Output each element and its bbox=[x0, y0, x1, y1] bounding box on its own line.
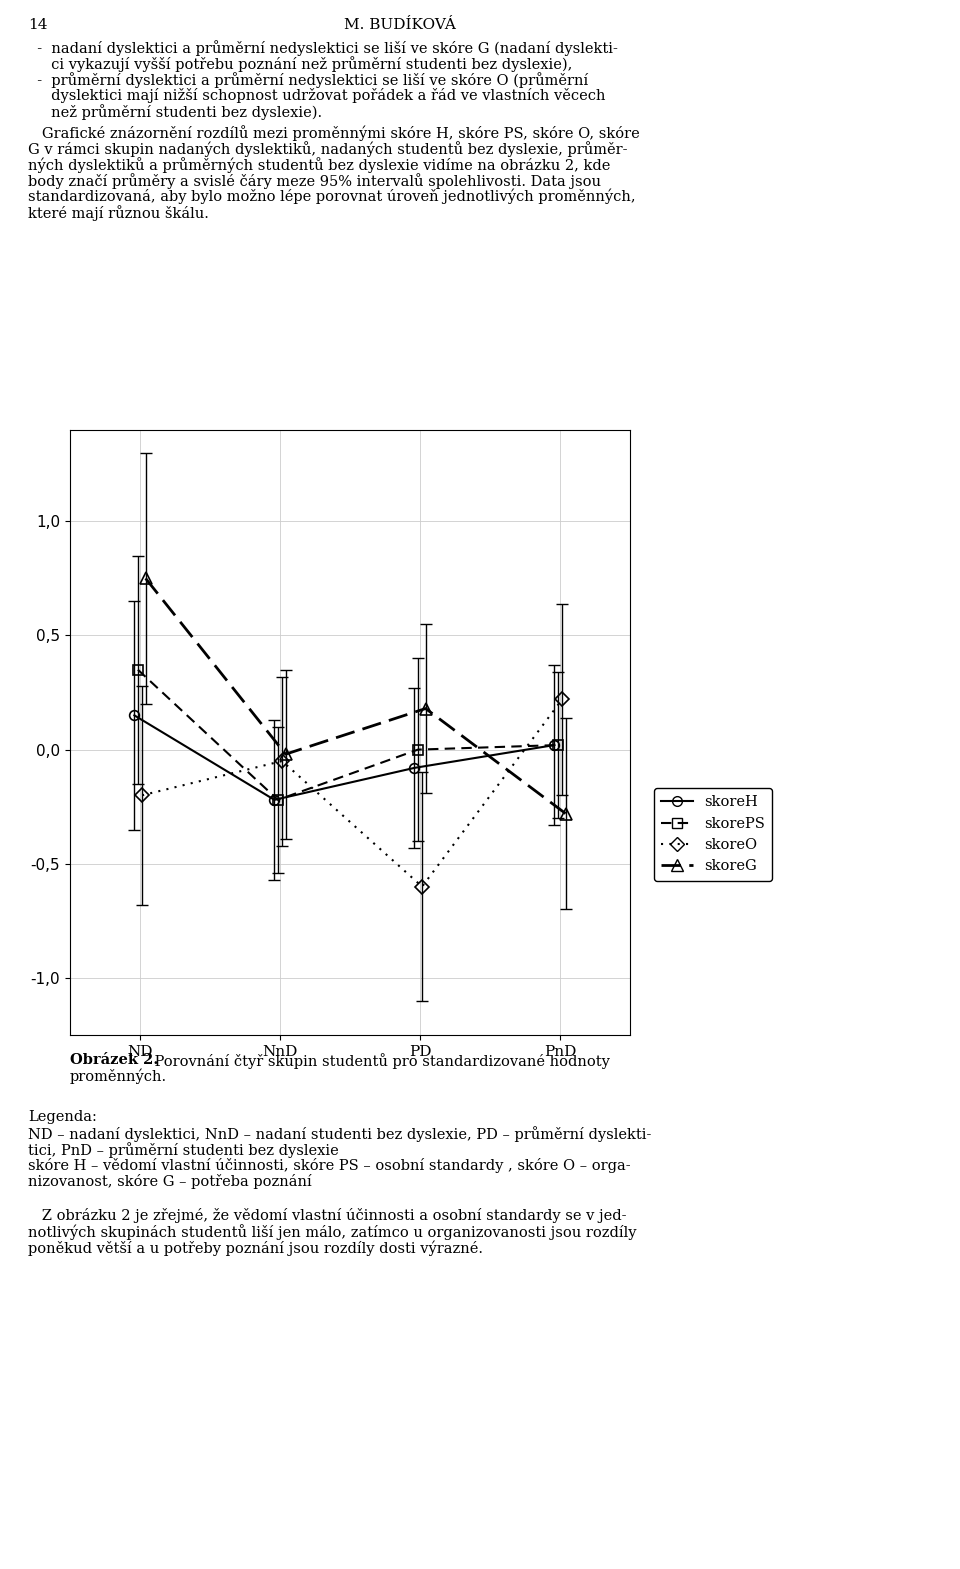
Text: skóre H – vědomí vlastní účinnosti, skóre PS – osobní standardy , skóre O – orga: skóre H – vědomí vlastní účinnosti, skór… bbox=[28, 1158, 631, 1174]
skoreO bbox=[276, 752, 288, 770]
Text: Legenda:: Legenda: bbox=[28, 1109, 97, 1123]
skorePS bbox=[412, 741, 423, 759]
skoreO bbox=[136, 786, 148, 805]
Text: body značí průměry a svislé čáry meze 95% intervalů spolehlivosti. Data jsou: body značí průměry a svislé čáry meze 95… bbox=[28, 173, 601, 188]
Line: skoreG: skoreG bbox=[140, 573, 571, 819]
Text: dyslektici mají nižší schopnost udržovat pořádek a řád ve vlastních věcech: dyslektici mají nižší schopnost udržovat… bbox=[28, 88, 606, 104]
skoreO bbox=[417, 877, 428, 896]
skoreG bbox=[420, 700, 431, 719]
Text: -  průměrní dyslektici a průměrní nedyslektici se liší ve skóre O (průměrní: - průměrní dyslektici a průměrní nedysle… bbox=[28, 72, 588, 88]
Text: Obrázek 2.: Obrázek 2. bbox=[70, 1053, 158, 1067]
skoreG bbox=[140, 570, 152, 588]
Text: tici, PnD – průměrní studenti bez dyslexie: tici, PnD – průměrní studenti bez dyslex… bbox=[28, 1142, 339, 1158]
skoreH bbox=[549, 736, 561, 755]
Text: ných dyslektiků a průměrných studentů bez dyslexie vidíme na obrázku 2, kde: ných dyslektiků a průměrných studentů be… bbox=[28, 157, 611, 173]
Text: ND – nadaní dyslektici, NnD – nadaní studenti bez dyslexie, PD – průměrní dyslek: ND – nadaní dyslektici, NnD – nadaní stu… bbox=[28, 1127, 652, 1142]
Text: G v rámci skupin nadaných dyslektiků, nadaných studentů bez dyslexie, průměr-: G v rámci skupin nadaných dyslektiků, na… bbox=[28, 141, 628, 157]
Line: skoreO: skoreO bbox=[137, 695, 567, 891]
Legend: skoreH, skorePS, skoreO, skoreG: skoreH, skorePS, skoreO, skoreG bbox=[654, 788, 772, 880]
Text: standardizovaná, aby bylo možno lépe porovnat úroveň jednotlivých proměnných,: standardizovaná, aby bylo možno lépe por… bbox=[28, 188, 636, 204]
Text: proměnných.: proměnných. bbox=[70, 1068, 167, 1084]
skoreH bbox=[129, 706, 140, 725]
Text: M. BUDÍKOVÁ: M. BUDÍKOVÁ bbox=[344, 17, 456, 31]
Text: než průměrní studenti bez dyslexie).: než průměrní studenti bez dyslexie). bbox=[28, 104, 323, 119]
skorePS bbox=[552, 736, 564, 755]
skorePS bbox=[132, 661, 144, 679]
skoreO bbox=[557, 690, 568, 709]
Line: skorePS: skorePS bbox=[133, 665, 563, 805]
Text: nizovanost, skóre G – potřeba poznání: nizovanost, skóre G – potřeba poznání bbox=[28, 1174, 312, 1189]
Text: -  nadaní dyslektici a průměrní nedyslektici se liší ve skóre G (nadaní dyslekti: - nadaní dyslektici a průměrní nedyslekt… bbox=[28, 39, 618, 56]
skoreH bbox=[409, 758, 420, 777]
Text: notlivých skupinách studentů liší jen málo, zatímco u organizovanosti jsou rozdí: notlivých skupinách studentů liší jen má… bbox=[28, 1224, 636, 1240]
Text: ci vykazují vyšší potřebu poznání než průměrní studenti bez dyslexie),: ci vykazují vyšší potřebu poznání než pr… bbox=[28, 56, 572, 72]
Text: Grafické znázornění rozdílů mezi proměnnými skóre H, skóre PS, skóre O, skóre: Grafické znázornění rozdílů mezi proměnn… bbox=[28, 126, 639, 141]
skoreH bbox=[269, 791, 280, 810]
skorePS bbox=[272, 791, 283, 810]
Text: Porovnání čtyř skupin studentů pro standardizované hodnoty: Porovnání čtyř skupin studentů pro stand… bbox=[150, 1053, 610, 1068]
skoreG bbox=[560, 805, 571, 824]
Text: Z obrázku 2 je zřejmé, že vědomí vlastní účinnosti a osobní standardy se v jed-: Z obrázku 2 je zřejmé, že vědomí vlastní… bbox=[28, 1208, 627, 1222]
Text: které mají různou škálu.: které mají různou škálu. bbox=[28, 206, 209, 221]
skoreG bbox=[280, 745, 292, 764]
Text: 14: 14 bbox=[28, 17, 47, 31]
Text: poněkud větší a u potřeby poznání jsou rozdíly dosti výrazné.: poněkud větší a u potřeby poznání jsou r… bbox=[28, 1240, 483, 1255]
Line: skoreH: skoreH bbox=[130, 711, 560, 805]
